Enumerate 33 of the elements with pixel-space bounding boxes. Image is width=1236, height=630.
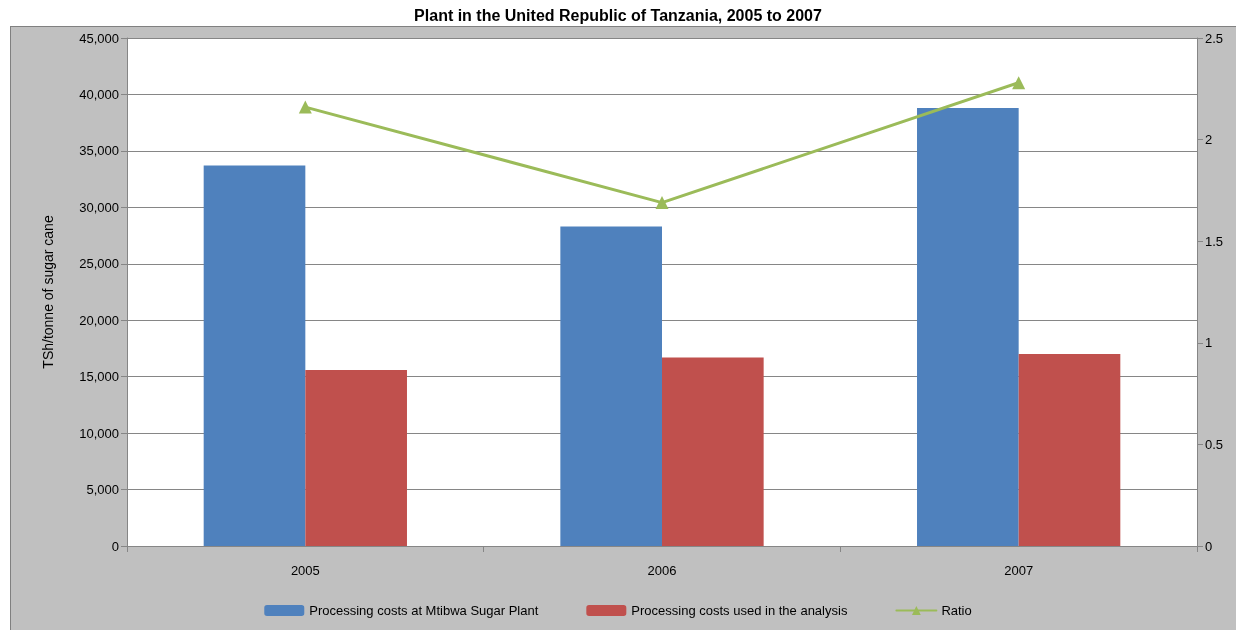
y2-tick-label: 1.5 — [1205, 233, 1224, 249]
legend-label: Processing costs at Mtibwa Sugar Plant — [309, 603, 539, 618]
y-tick-label: 35,000 — [79, 143, 119, 159]
x-tick-label: 2006 — [647, 563, 677, 578]
point — [298, 100, 312, 114]
point — [655, 196, 669, 210]
x-tick-label: 2005 — [290, 563, 320, 578]
bar — [560, 226, 662, 546]
y-tick-label: 15,000 — [79, 369, 119, 385]
y2-tick-label: 1 — [1205, 335, 1213, 351]
y-tick-label: 0 — [111, 538, 119, 554]
legend-label: Ratio — [941, 603, 972, 618]
bar — [203, 165, 306, 546]
y-tick-label: 40,000 — [79, 86, 119, 102]
y-tick-label: 25,000 — [79, 256, 119, 272]
y2-tick-label: 0 — [1205, 538, 1213, 554]
y2-tick-label: 0.5 — [1205, 436, 1224, 452]
y-tick-label: 30,000 — [79, 199, 119, 215]
y-tick-label: 5,000 — [86, 482, 119, 498]
chart-title: Plant in the United Republic of Tanzania, 2005 to 2007 — [414, 6, 822, 24]
y2-tick-label: 2.5 — [1205, 30, 1224, 46]
y2-tick-label: 2 — [1205, 132, 1213, 148]
bar — [305, 369, 407, 546]
y-tick-label: 45,000 — [79, 30, 119, 46]
point — [1012, 76, 1026, 90]
y-axis-title: TSh/tonne of sugar cane — [40, 215, 56, 369]
x-tick-label: 2007 — [1004, 563, 1034, 578]
bar — [662, 357, 764, 546]
y-tick-label: 20,000 — [79, 312, 119, 328]
legend-label: Processing costs used in the analysis — [631, 603, 848, 618]
bar — [917, 107, 1019, 546]
y-tick-label: 10,000 — [79, 425, 119, 441]
bar — [1018, 354, 1121, 546]
